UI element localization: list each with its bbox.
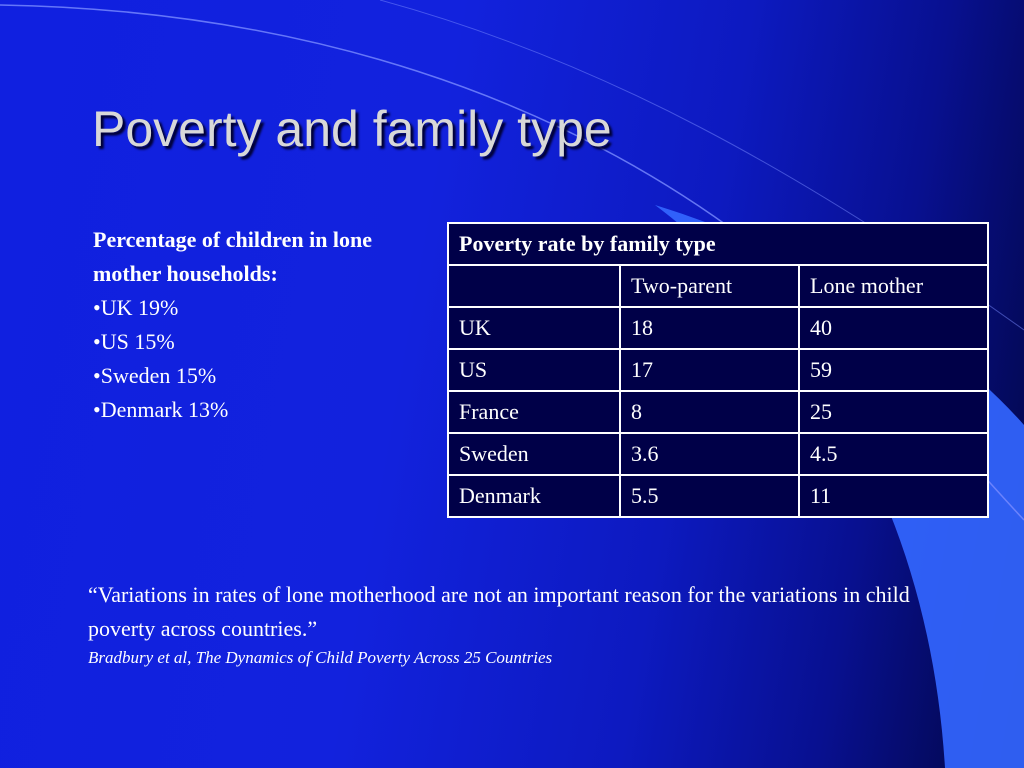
table-cell: 4.5: [798, 432, 989, 476]
table-cell: 5.5: [619, 474, 800, 518]
quote-citation: Bradbury et al, The Dynamics of Child Po…: [88, 648, 553, 667]
list-item: Denmark 13%: [93, 393, 433, 427]
table-cell: 59: [798, 348, 989, 392]
table-cell: 17: [619, 348, 800, 392]
poverty-rate-table: Poverty rate by family type Two-parent L…: [447, 222, 989, 518]
table-row: Denmark 5.5 11: [447, 474, 989, 518]
country-percentage-list: UK 19% US 15% Sweden 15% Denmark 13%: [93, 291, 433, 427]
table-cell: France: [447, 390, 621, 434]
list-item: UK 19%: [93, 291, 433, 325]
table-cell: UK: [447, 306, 621, 350]
panel-heading: Percentage of children in lone mother ho…: [93, 227, 373, 286]
column-header: Lone mother: [798, 264, 989, 308]
lone-mother-percentage-panel: Percentage of children in lone mother ho…: [93, 223, 433, 427]
table-cell: 8: [619, 390, 800, 434]
table-cell: 3.6: [619, 432, 800, 476]
table-cell: 18: [619, 306, 800, 350]
quote-text: “Variations in rates of lone motherhood …: [88, 582, 910, 641]
table-cell: Denmark: [447, 474, 621, 518]
table-caption: Poverty rate by family type: [447, 222, 989, 266]
table-row: France 8 25: [447, 390, 989, 434]
table-row: Sweden 3.6 4.5: [447, 432, 989, 476]
table-row: UK 18 40: [447, 306, 989, 350]
column-header: [447, 264, 621, 308]
list-item: US 15%: [93, 325, 433, 359]
table-cell: 40: [798, 306, 989, 350]
table-cell: 25: [798, 390, 989, 434]
table-caption-row: Poverty rate by family type: [447, 222, 989, 266]
list-item: Sweden 15%: [93, 359, 433, 393]
column-header: Two-parent: [619, 264, 800, 308]
table-cell: US: [447, 348, 621, 392]
slide-title: Poverty and family type: [92, 101, 612, 157]
table-cell: 11: [798, 474, 989, 518]
table-cell: Sweden: [447, 432, 621, 476]
table-row: US 17 59: [447, 348, 989, 392]
table-header-row: Two-parent Lone mother: [447, 264, 989, 308]
